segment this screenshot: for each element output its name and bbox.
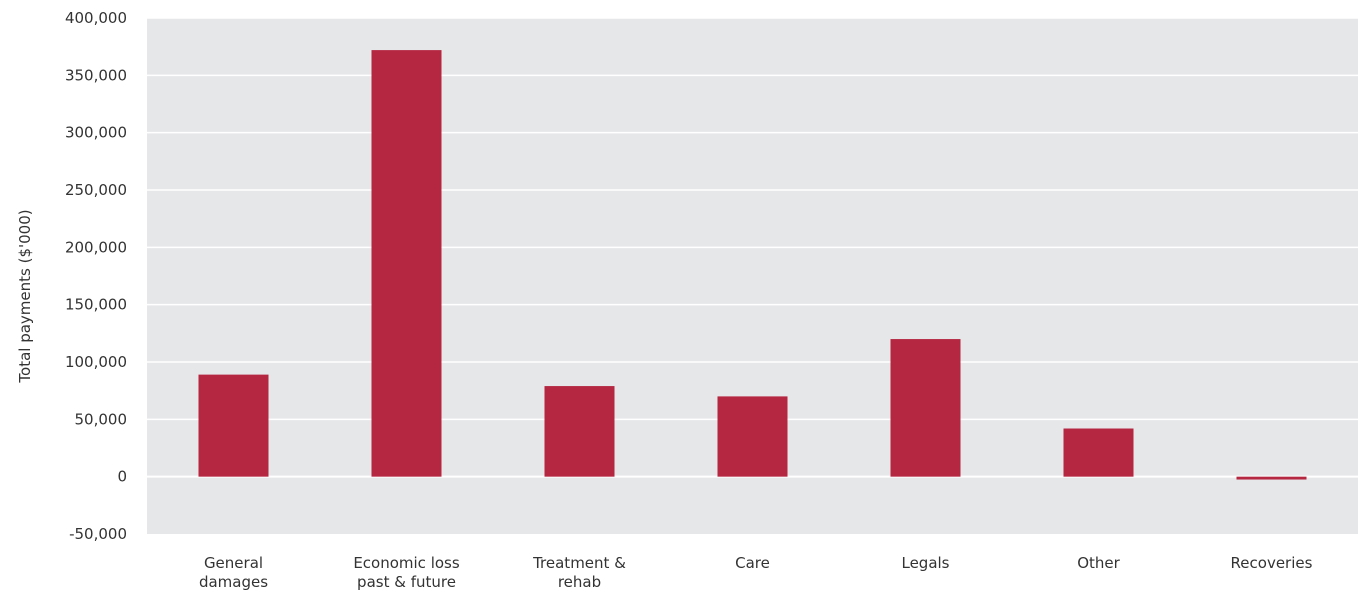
x-category-label: Legals: [901, 554, 949, 572]
x-category-label-line: Legals: [901, 554, 949, 572]
x-category-label-line: Care: [735, 554, 770, 572]
x-category-label-line: Treatment &: [532, 554, 626, 572]
x-category-label-line: General: [204, 554, 263, 572]
x-category-label-line: Economic loss: [353, 554, 460, 572]
y-tick-label: 150,000: [65, 296, 127, 314]
bar: [717, 396, 788, 477]
x-category-label: Recoveries: [1231, 554, 1313, 572]
x-category-label-line: past & future: [357, 573, 456, 591]
x-category-label-line: rehab: [558, 573, 601, 591]
bar: [1236, 476, 1307, 480]
y-tick-label: 400,000: [65, 9, 127, 27]
y-tick-label: 350,000: [65, 66, 127, 84]
y-axis-title: Total payments ($'000): [16, 209, 34, 383]
y-tick-label: 50,000: [75, 410, 128, 428]
x-category-label: Economic loss past & future: [353, 554, 460, 591]
x-category-label-line: Recoveries: [1231, 554, 1313, 572]
bar: [371, 50, 442, 477]
y-tick-label: 200,000: [65, 238, 127, 256]
bar: [544, 386, 615, 477]
x-category-label: Treatment & rehab: [532, 554, 626, 591]
bar: [198, 374, 269, 477]
x-category-label: Other: [1077, 554, 1120, 572]
y-axis-ticks: -50,000 0 50,000 100,000 150,000 200,000 250,0…: [65, 9, 127, 543]
x-category-label-line: Other: [1077, 554, 1120, 572]
x-category-label: General damages: [199, 554, 268, 591]
x-category-label: Care: [735, 554, 770, 572]
y-tick-label: 300,000: [65, 124, 127, 142]
y-tick-label: 0: [117, 468, 127, 486]
y-tick-label: 250,000: [65, 181, 127, 199]
x-category-label-line: damages: [199, 573, 268, 591]
x-axis-categories: General damages Economic loss past & future…: [199, 554, 1313, 591]
bar: [1063, 428, 1134, 477]
y-tick-label: -50,000: [69, 525, 127, 543]
bar: [890, 339, 961, 477]
y-tick-label: 100,000: [65, 353, 127, 371]
bars: [198, 50, 1307, 480]
